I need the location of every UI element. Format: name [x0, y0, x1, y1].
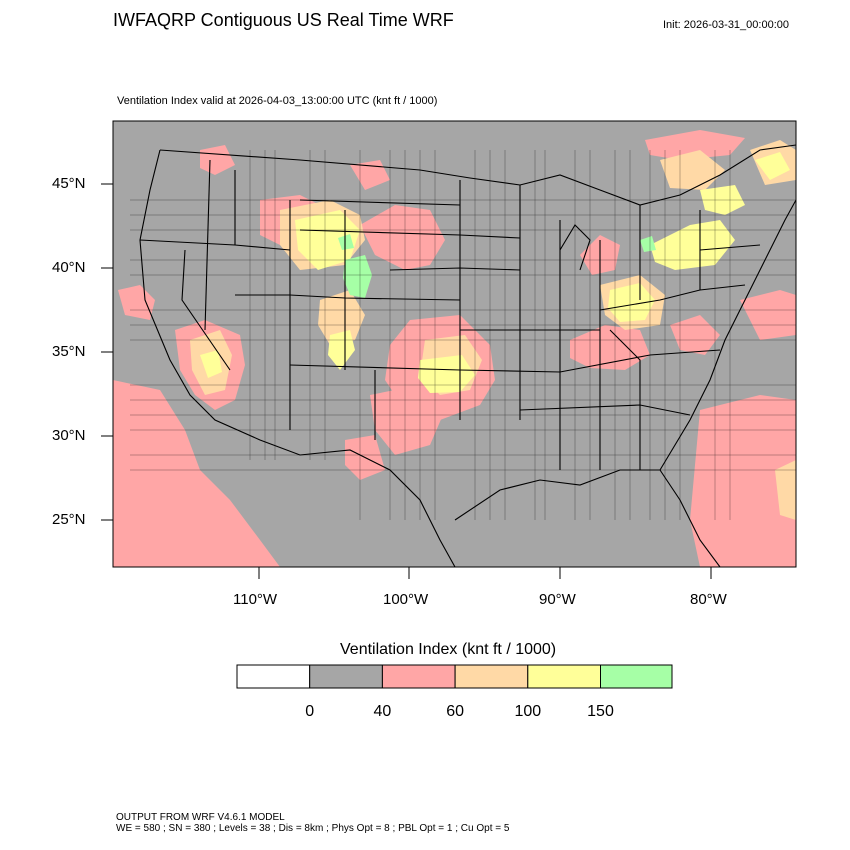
- colorbar-box-4: [454, 664, 529, 689]
- lat-label-25: 25°N: [52, 511, 86, 528]
- lat-ticks: [101, 183, 113, 521]
- colorbar-tick-100: 100: [514, 703, 542, 720]
- lat-label-30: 30°N: [52, 427, 86, 444]
- lon-label-100w: 100°W: [383, 591, 429, 608]
- colorbar-box-3: [381, 664, 456, 689]
- colorbar-box-1: [236, 664, 311, 689]
- lat-label-40: 40°N: [52, 259, 86, 276]
- lat-label-35: 35°N: [52, 343, 86, 360]
- map-panel: [113, 121, 796, 567]
- plot-title: IWFAQRP Contiguous US Real Time WRF: [113, 10, 454, 30]
- lon-label-80w: 80°W: [690, 591, 727, 608]
- colorbar-tick-150: 150: [587, 703, 614, 720]
- map-frame: [112, 120, 797, 568]
- state-boundaries: [139, 144, 796, 567]
- colorbar: [236, 664, 673, 689]
- vi-150-plus-regions: [338, 234, 656, 298]
- init-time: Init: 2026-03-31_00:00:00: [663, 19, 789, 31]
- lat-label-45: 45°N: [52, 175, 86, 192]
- colorbar-tick-40: 40: [373, 703, 392, 720]
- field-subtitle: Ventilation Index valid at 2026-04-03_13…: [117, 95, 438, 107]
- lon-label-90w: 90°W: [539, 591, 576, 608]
- lon-ticks: [258, 567, 712, 579]
- colorbar-tick-60: 60: [446, 703, 464, 720]
- county-boundaries: [130, 150, 796, 520]
- colorbar-box-2: [309, 664, 383, 689]
- colorbar-title: Ventilation Index (knt ft / 1000): [340, 641, 557, 658]
- model-info-line-1: OUTPUT FROM WRF V4.6.1 MODEL: [116, 812, 285, 823]
- colorbar-box-5: [527, 664, 601, 689]
- model-info-line-2: WE = 580 ; SN = 380 ; Levels = 38 ; Dis …: [116, 823, 510, 834]
- colorbar-box-6: [600, 664, 673, 689]
- colorbar-tick-0: 0: [305, 703, 315, 720]
- lon-label-110w: 110°W: [233, 591, 278, 608]
